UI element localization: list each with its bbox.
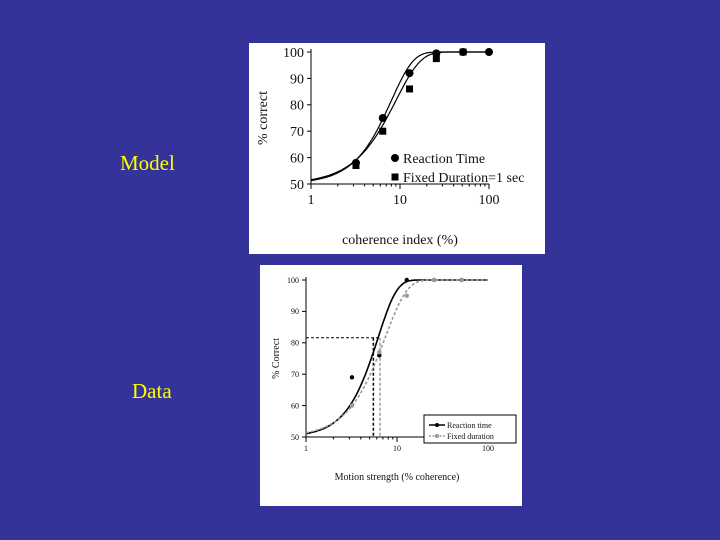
data-label: Data xyxy=(132,379,172,403)
x-tick-label: 100 xyxy=(482,444,494,453)
data-point xyxy=(379,127,387,135)
legend-label: Fixed duration xyxy=(447,432,494,441)
x-axis-label: coherence index (%) xyxy=(342,233,458,248)
data-point xyxy=(406,85,414,93)
y-tick-label: 80 xyxy=(290,99,304,114)
data-point xyxy=(485,48,493,56)
y-axis-label: % Correct xyxy=(271,338,282,379)
data-point xyxy=(432,55,440,63)
data-point xyxy=(431,277,437,283)
fit-curve xyxy=(305,279,488,434)
y-tick-label: 70 xyxy=(291,370,299,379)
data-point xyxy=(378,114,387,122)
data-point xyxy=(459,277,464,283)
legend-box xyxy=(423,414,517,444)
y-tick-label: 100 xyxy=(283,46,304,61)
x-tick-label: 100 xyxy=(479,193,500,208)
y-tick-label: 60 xyxy=(290,152,304,167)
x-tick-label: 10 xyxy=(393,444,401,453)
data-point xyxy=(349,375,355,380)
x-tick-label: 1 xyxy=(304,444,308,453)
y-tick-label: 90 xyxy=(291,307,299,316)
data-point xyxy=(349,403,355,408)
data-point xyxy=(377,350,382,355)
fit-curve xyxy=(305,279,488,435)
data-point xyxy=(377,353,382,358)
legend-label: Reaction time xyxy=(447,421,492,430)
y-axis-label: % correct xyxy=(256,91,271,145)
y-tick-label: 90 xyxy=(290,72,304,87)
x-tick-label: 10 xyxy=(393,193,407,208)
y-tick-label: 100 xyxy=(287,276,299,285)
data-point xyxy=(404,277,409,283)
x-axis-label: Motion strength (% coherence) xyxy=(335,472,460,483)
data-point xyxy=(459,48,467,56)
legend-marker xyxy=(435,423,439,427)
legend-marker xyxy=(391,173,399,181)
y-tick-label: 60 xyxy=(291,401,299,410)
data-chart-panel: 50 60 70 80 90 100 1 10 100 Motion strength (% co… xyxy=(260,265,522,506)
data-point xyxy=(405,69,414,78)
legend-label: Fixed Duration=1 sec xyxy=(403,171,524,186)
model-chart-panel: 50 60 70 80 90 100 1 10 100 coherence index (%)% … xyxy=(249,43,545,254)
y-tick-label: 50 xyxy=(290,178,304,193)
data-point xyxy=(404,293,409,298)
data-point xyxy=(352,162,360,170)
y-tick-label: 80 xyxy=(291,339,299,348)
legend-label: Reaction Time xyxy=(403,152,485,167)
y-tick-label: 50 xyxy=(291,433,299,442)
legend-marker xyxy=(435,434,439,438)
x-tick-label: 1 xyxy=(308,193,315,208)
model-label: Model xyxy=(120,151,175,175)
y-tick-label: 70 xyxy=(290,125,304,140)
legend-marker xyxy=(391,154,399,162)
